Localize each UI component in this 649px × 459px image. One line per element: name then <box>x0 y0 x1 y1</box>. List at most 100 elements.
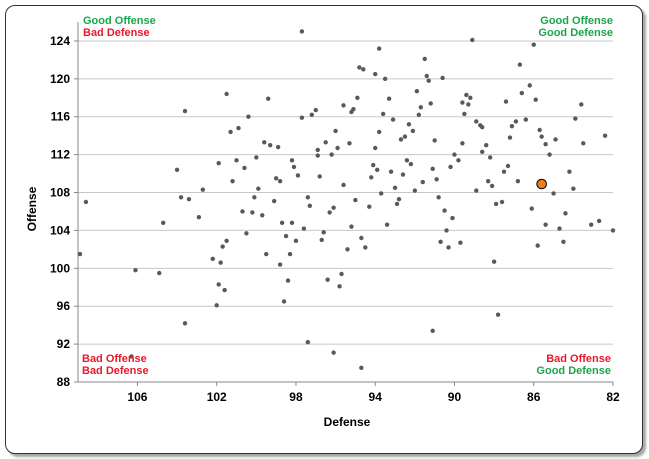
data-point-6 <box>178 195 184 200</box>
data-point-54 <box>331 205 336 210</box>
data-point-123 <box>519 90 525 96</box>
data-point-66 <box>357 65 362 70</box>
y-tick-label-116: 116 <box>51 110 71 124</box>
data-point-62 <box>353 197 358 203</box>
data-point-72 <box>373 145 378 151</box>
data-point-97 <box>442 208 447 213</box>
y-tick-label-112: 112 <box>51 148 71 162</box>
data-point-187 <box>450 215 455 221</box>
data-point-91 <box>424 73 429 79</box>
data-point-169 <box>182 321 188 326</box>
data-point-82 <box>400 172 406 177</box>
data-point-45 <box>301 226 307 231</box>
x-axis-label: Defense <box>324 415 371 429</box>
data-point-55 <box>323 140 328 145</box>
data-point-166 <box>359 365 364 370</box>
x-tick-label-86: 86 <box>527 390 541 404</box>
data-point-47 <box>305 195 311 200</box>
data-point-35 <box>277 178 283 184</box>
axes <box>74 22 614 386</box>
data-point-155 <box>384 222 390 227</box>
data-point-135 <box>563 211 568 216</box>
data-point-167 <box>430 328 435 334</box>
data-point-104 <box>462 111 467 117</box>
data-point-122 <box>517 62 523 67</box>
data-point-178 <box>307 203 313 208</box>
y-tick-label-108: 108 <box>50 186 70 200</box>
data-point-26 <box>256 186 261 191</box>
data-point-31 <box>268 142 273 148</box>
data-point-87 <box>416 112 422 118</box>
highlighted-point <box>536 178 547 190</box>
data-point-132 <box>551 191 556 196</box>
data-point-38 <box>285 278 291 283</box>
data-point-108 <box>474 119 479 124</box>
data-point-78 <box>386 96 392 101</box>
data-point-43 <box>295 173 301 178</box>
data-point-67 <box>361 67 366 72</box>
data-point-168 <box>495 312 501 317</box>
data-point-49 <box>313 107 318 113</box>
data-point-100 <box>446 245 451 250</box>
data-point-88 <box>418 105 423 110</box>
data-point-117 <box>499 199 505 205</box>
data-point-190 <box>515 178 521 184</box>
data-point-99 <box>438 239 443 244</box>
data-point-144 <box>610 228 616 233</box>
data-point-148 <box>458 240 463 245</box>
data-point-92 <box>426 78 431 83</box>
data-point-48 <box>309 112 315 118</box>
data-point-120 <box>509 124 515 129</box>
data-point-19 <box>230 178 235 184</box>
data-point-163 <box>214 303 219 308</box>
chart-frame <box>5 5 643 454</box>
data-point-165 <box>331 350 336 355</box>
data-point-96 <box>436 195 441 200</box>
data-point-33 <box>277 262 283 267</box>
data-point-85 <box>406 122 412 127</box>
data-point-14 <box>220 244 225 249</box>
data-point-23 <box>244 231 249 236</box>
data-point-16 <box>216 160 221 166</box>
data-point-162 <box>218 260 223 265</box>
data-point-103 <box>460 141 465 146</box>
data-point-142 <box>596 218 602 224</box>
data-point-30 <box>266 96 271 101</box>
x-tick-label-90: 90 <box>448 390 462 404</box>
data-point-94 <box>430 166 435 172</box>
data-point-0 <box>77 251 83 257</box>
data-point-69 <box>363 245 368 250</box>
data-point-113 <box>487 155 493 160</box>
data-point-106 <box>464 92 469 98</box>
x-tick-label-82: 82 <box>606 390 620 404</box>
data-points <box>77 29 616 370</box>
data-point-164 <box>305 340 311 345</box>
data-point-145 <box>315 153 320 158</box>
data-point-21 <box>242 165 247 171</box>
x-tick-label-102: 102 <box>207 390 227 404</box>
data-point-27 <box>254 155 259 160</box>
annotation-top-left-line1: Good Offense <box>83 15 156 27</box>
data-point-130 <box>543 142 548 147</box>
data-point-12 <box>216 282 221 287</box>
data-point-90 <box>422 56 427 62</box>
data-point-188 <box>474 188 479 193</box>
data-point-89 <box>414 88 420 94</box>
data-point-5 <box>174 167 180 172</box>
data-point-7 <box>186 196 192 202</box>
data-point-36 <box>283 233 289 239</box>
data-point-46 <box>299 115 305 120</box>
data-point-177 <box>341 182 346 188</box>
data-point-81 <box>394 201 400 207</box>
data-point-32 <box>273 176 279 181</box>
y-tick-label-92: 92 <box>57 337 71 351</box>
data-point-37 <box>281 299 287 304</box>
data-point-147 <box>390 117 396 122</box>
data-point-143 <box>602 133 608 138</box>
data-point-41 <box>291 164 297 170</box>
data-point-114 <box>485 178 491 184</box>
data-point-140 <box>581 141 586 146</box>
y-tick-label-124: 124 <box>50 34 70 48</box>
data-point-192 <box>535 243 540 248</box>
data-point-39 <box>287 251 293 257</box>
